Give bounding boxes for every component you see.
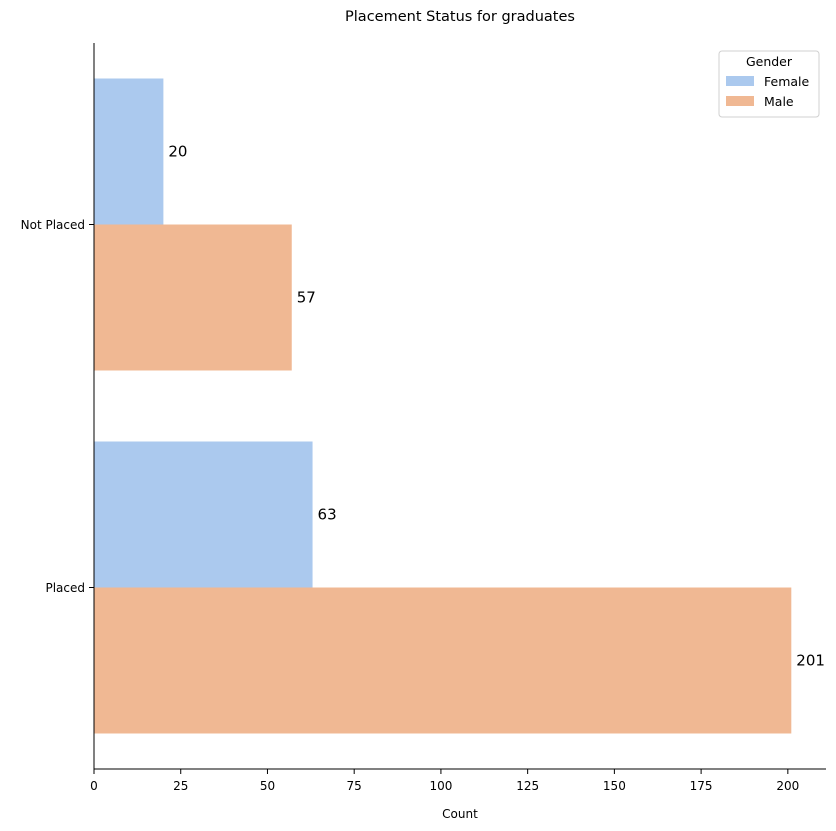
y-tick-label-placed: Placed [45, 581, 85, 595]
legend-title: Gender [746, 54, 793, 69]
chart-title: Placement Status for graduates [345, 9, 575, 25]
bar-not-placed-male [94, 224, 292, 371]
axes-group: 0 25 50 75 100 125 150 175 200 Not Placed Placed [21, 43, 826, 793]
data-label-not-placed-female: 20 [168, 143, 187, 161]
bar-placed-female [94, 441, 313, 588]
legend-swatch-male [726, 96, 754, 106]
legend: Gender Female Male [718, 50, 820, 118]
legend-swatch-female [726, 76, 754, 86]
x-tick-label: 0 [90, 779, 98, 793]
x-tick-label: 75 [347, 779, 362, 793]
legend-label-female: Female [764, 74, 810, 89]
bar-not-placed-female [94, 78, 164, 225]
x-tick-label: 25 [173, 779, 188, 793]
x-tick-label: 50 [260, 779, 275, 793]
legend-label-male: Male [764, 94, 794, 109]
x-tick-label: 175 [690, 779, 713, 793]
x-tick-label: 100 [429, 779, 452, 793]
data-label-placed-male: 201 [796, 652, 825, 670]
bars-group [94, 78, 792, 734]
data-label-not-placed-male: 57 [297, 289, 316, 307]
data-labels-group: 20 63 57 201 [168, 143, 825, 670]
x-tick-label: 200 [776, 779, 799, 793]
y-tick-label-not-placed: Not Placed [21, 218, 85, 232]
x-tick-label: 125 [516, 779, 539, 793]
data-label-placed-female: 63 [318, 506, 337, 524]
x-tick-label: 150 [603, 779, 626, 793]
x-axis-title: Count [442, 807, 478, 821]
bar-placed-male [94, 587, 792, 734]
